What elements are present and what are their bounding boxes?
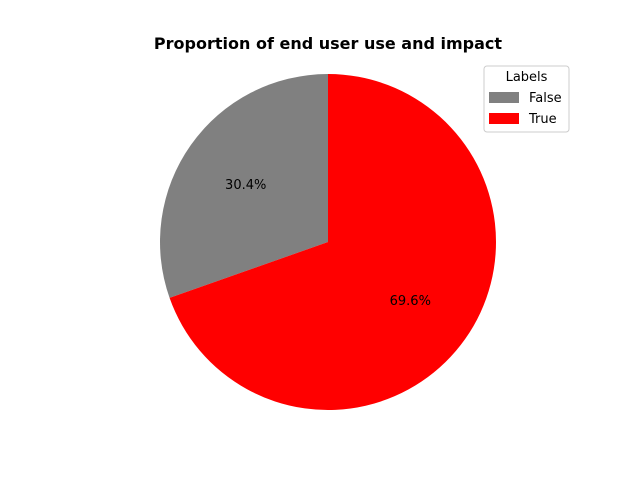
chart-title: Proportion of end user use and impact [154, 34, 502, 53]
pie-percent-labels: 30.4% 69.6% [225, 178, 431, 309]
legend-swatch-false [489, 92, 519, 103]
pie-slice-false [160, 74, 328, 298]
pie-slices [160, 74, 497, 410]
legend-swatch-true [489, 113, 519, 124]
pie-slice-true [169, 74, 497, 410]
legend: Labels False True [483, 65, 570, 133]
legend-label-true: True [528, 112, 557, 127]
pie-percent-label-false: 30.4% [225, 178, 266, 193]
pie-percent-label-true: 69.6% [390, 294, 431, 309]
legend-entries: False True [489, 91, 562, 127]
legend-title: Labels [506, 70, 548, 85]
legend-label-false: False [529, 91, 562, 106]
